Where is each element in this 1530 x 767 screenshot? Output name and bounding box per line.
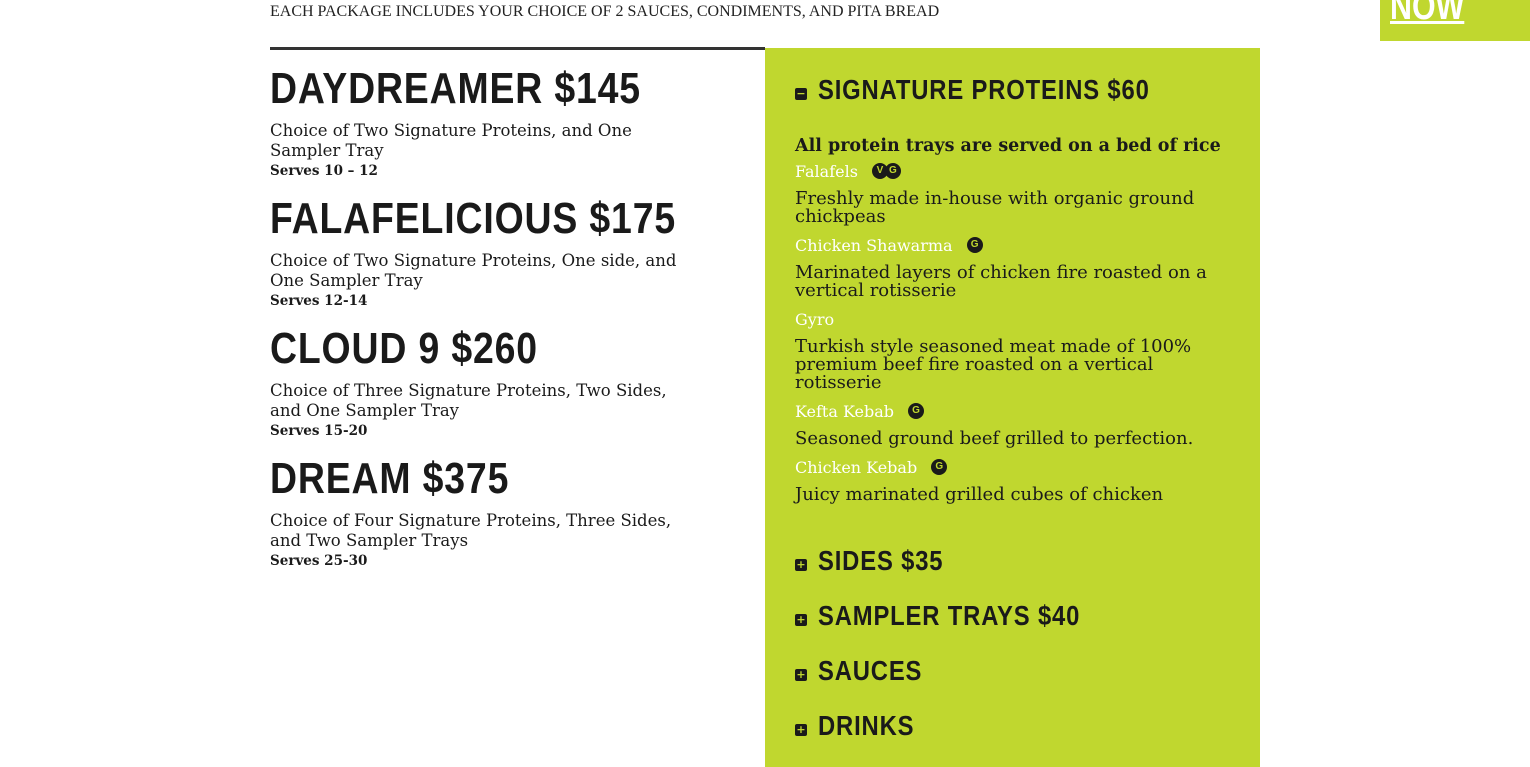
section-sauces-toggle[interactable]: + SAUCES [795,655,941,687]
item-name: Chicken Shawarma [795,235,953,255]
item-name: Falafels [795,161,858,181]
gluten-free-icon: G [907,403,924,419]
protein-item-desc: Turkish style seasoned meat made of 100%… [795,336,1192,393]
package-item: CLOUD 9 $260 Choice of Three Signature Pr… [270,327,765,440]
package-title: CLOUD 9 $260 [270,324,538,373]
section-title[interactable]: SAMPLER TRAYS $40 [818,600,1081,631]
package-item: FALAFELICIOUS $175 Choice of Two Signatur… [270,197,765,310]
plus-icon[interactable]: + [795,558,807,571]
package-title: DREAM $375 [270,454,510,503]
diet-badges: G [931,459,948,475]
order-now-button[interactable]: NOW [1380,0,1530,41]
protein-item-desc: Seasoned ground beef grilled to perfecti… [795,428,1194,449]
plus-icon[interactable]: + [795,668,807,681]
section-title[interactable]: SAUCES [818,655,923,686]
vegan-icon: V [871,163,888,179]
section-proteins-toggle[interactable]: − SIGNATURE PROTEINS $60 [795,74,1208,106]
item-name: Gyro [795,309,835,329]
protein-item-desc: Marinated layers of chicken fire roasted… [795,262,1207,301]
protein-item-desc: Freshly made in-house with organic groun… [795,188,1195,227]
package-desc: Choice of Two Signature Proteins, and On… [270,121,632,160]
package-serves: Serves 10 – 12 [270,163,378,179]
section-sampler-toggle[interactable]: + SAMPLER TRAYS $40 [795,600,1127,632]
proteins-body: All protein trays are served on a bed of… [795,136,1225,510]
plus-icon[interactable]: + [795,723,807,736]
section-title[interactable]: SIGNATURE PROTEINS $60 [818,74,1150,105]
protein-item-desc: Juicy marinated grilled cubes of chicken [795,484,1164,505]
package-serves: Serves 15-20 [270,423,368,439]
intro-text: EACH PACKAGE INCLUDES YOUR CHOICE OF 2 S… [270,3,940,20]
gluten-free-icon: G [884,163,901,179]
protein-item-name: Chicken Shawarma G [795,232,1225,258]
package-title: DAYDREAMER $145 [270,64,641,113]
gluten-free-icon: G [931,459,948,475]
protein-item-name: Gyro [795,306,1225,332]
section-drinks-toggle[interactable]: + DRINKS [795,710,931,742]
section-title[interactable]: DRINKS [818,710,915,741]
plus-icon[interactable]: + [795,613,807,626]
package-desc: Choice of Two Signature Proteins, One si… [270,251,677,290]
packages-list: DAYDREAMER $145 Choice of Two Signature P… [270,47,765,570]
minus-icon[interactable]: − [795,87,807,100]
item-name: Chicken Kebab [795,457,918,477]
menu-accordion: − SIGNATURE PROTEINS $60 All protein tray… [765,48,1260,767]
diet-badges: G [907,403,924,419]
section-title[interactable]: SIDES $35 [818,545,944,576]
diet-badges: G [966,237,983,253]
package-item: DAYDREAMER $145 Choice of Two Signature P… [270,67,765,180]
gluten-free-icon: G [966,237,983,253]
package-item: DREAM $375 Choice of Four Signature Prote… [270,457,765,570]
protein-item-name: Chicken Kebab G [795,454,1225,480]
package-title: FALAFELICIOUS $175 [270,194,677,243]
protein-item-name: Kefta Kebab G [795,398,1225,424]
package-serves: Serves 25-30 [270,553,368,569]
package-desc: Choice of Three Signature Proteins, Two … [270,381,667,420]
item-name: Kefta Kebab [795,401,894,421]
proteins-note: All protein trays are served on a bed of… [795,136,1221,156]
section-sides-toggle[interactable]: + SIDES $35 [795,545,966,577]
package-desc: Choice of Four Signature Proteins, Three… [270,511,672,550]
protein-item-name: Falafels V G [795,158,1225,184]
order-now-label[interactable]: NOW [1390,0,1465,28]
package-serves: Serves 12-14 [270,293,368,309]
